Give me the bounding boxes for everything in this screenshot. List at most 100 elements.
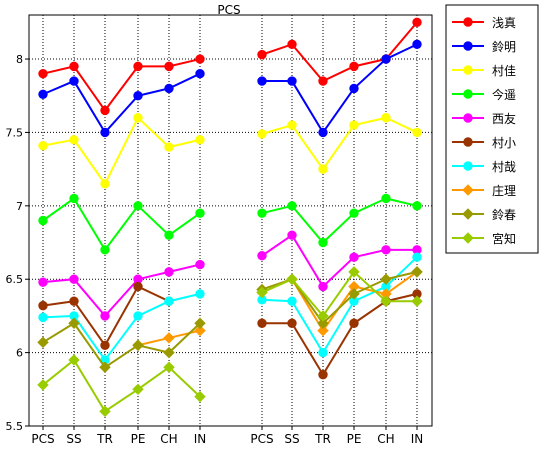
data-point (100, 105, 110, 116)
series-line (42, 197, 201, 252)
data-point (463, 161, 473, 171)
series-line (42, 358, 201, 413)
legend-label: 鈴明 (492, 39, 516, 54)
data-point (133, 281, 143, 292)
series-宮知 (37, 266, 423, 418)
x-tick-label: IN (194, 432, 207, 446)
data-point (37, 379, 49, 391)
data-point (257, 129, 267, 139)
data-point (38, 140, 48, 151)
data-point (348, 266, 360, 278)
legend-item: 村佳 (452, 64, 516, 78)
data-point (100, 127, 110, 138)
data-point (164, 296, 174, 306)
x-tick-label: SS (284, 432, 299, 446)
data-point (287, 120, 297, 130)
data-point (287, 39, 297, 50)
data-point (349, 83, 359, 94)
data-point (68, 354, 80, 366)
series-layer (37, 17, 423, 418)
data-point (412, 252, 422, 262)
series-line (42, 263, 201, 318)
grid-layer (29, 15, 432, 426)
y-tick-label: 8 (16, 53, 23, 66)
data-point (164, 83, 174, 94)
data-point (318, 369, 328, 380)
data-point (194, 390, 206, 403)
data-point (69, 296, 79, 306)
data-point (68, 317, 80, 329)
legend-item: 村小 (452, 136, 516, 150)
data-point (38, 69, 48, 79)
data-point (412, 17, 422, 28)
data-point (381, 113, 391, 123)
data-point (37, 336, 49, 349)
series-鈴明 (38, 39, 422, 138)
data-point (133, 311, 143, 321)
legend-label: 西友 (492, 112, 516, 126)
series-line (261, 197, 418, 244)
data-point (38, 300, 48, 311)
series-line (261, 116, 418, 171)
series-line (262, 43, 418, 135)
data-point (133, 113, 143, 123)
legend-item: 鈴明 (452, 39, 516, 54)
data-point (317, 310, 329, 322)
y-tick-label: 6 (16, 347, 23, 360)
data-point (132, 383, 144, 396)
data-point (318, 281, 328, 292)
data-point (163, 346, 175, 359)
x-tick-label: TR (314, 432, 331, 446)
data-point (381, 193, 391, 204)
data-point (463, 137, 473, 147)
axis-layer: 5.5 6 6.5 7 7.5 8 PCS SS TR PE CH IN PCS SS TR PE CH IN (6, 14, 433, 446)
legend-item: 今遥 (452, 87, 516, 102)
legend-label: 村小 (492, 136, 516, 150)
data-point (462, 232, 474, 244)
data-point (349, 252, 359, 262)
data-point (38, 312, 48, 323)
series-line (261, 233, 417, 289)
data-point (100, 311, 110, 321)
legend-label: 宮知 (492, 231, 516, 246)
legend-item: 浅真 (452, 16, 516, 30)
data-point (462, 184, 474, 196)
series-浅真 (38, 17, 422, 116)
data-point (194, 324, 206, 337)
data-point (69, 76, 79, 86)
data-point (349, 318, 359, 328)
data-point (463, 113, 473, 123)
data-point (381, 245, 391, 255)
data-point (100, 340, 110, 350)
legend-label: 庄理 (492, 183, 516, 198)
data-point (412, 127, 422, 138)
plot-frame (28, 14, 433, 427)
series-line (42, 116, 201, 186)
data-point (69, 274, 79, 284)
x-tick-label: PE (347, 432, 362, 446)
series-line (42, 72, 201, 135)
y-tick-label: 7 (16, 200, 23, 213)
data-point (133, 91, 143, 101)
data-point (287, 230, 297, 240)
data-point (287, 76, 297, 86)
data-point (257, 76, 267, 86)
data-point (411, 295, 423, 307)
data-point (318, 347, 328, 358)
data-point (349, 120, 359, 130)
data-point (195, 289, 205, 299)
data-point (38, 89, 48, 99)
data-point (195, 69, 205, 79)
data-point (100, 245, 110, 255)
data-point (463, 17, 473, 27)
data-point (318, 237, 328, 248)
data-point (380, 295, 392, 307)
data-point (462, 208, 474, 220)
data-point (38, 277, 48, 287)
data-point (349, 61, 359, 72)
data-point (287, 296, 297, 306)
data-point (195, 208, 205, 218)
data-point (257, 49, 267, 60)
